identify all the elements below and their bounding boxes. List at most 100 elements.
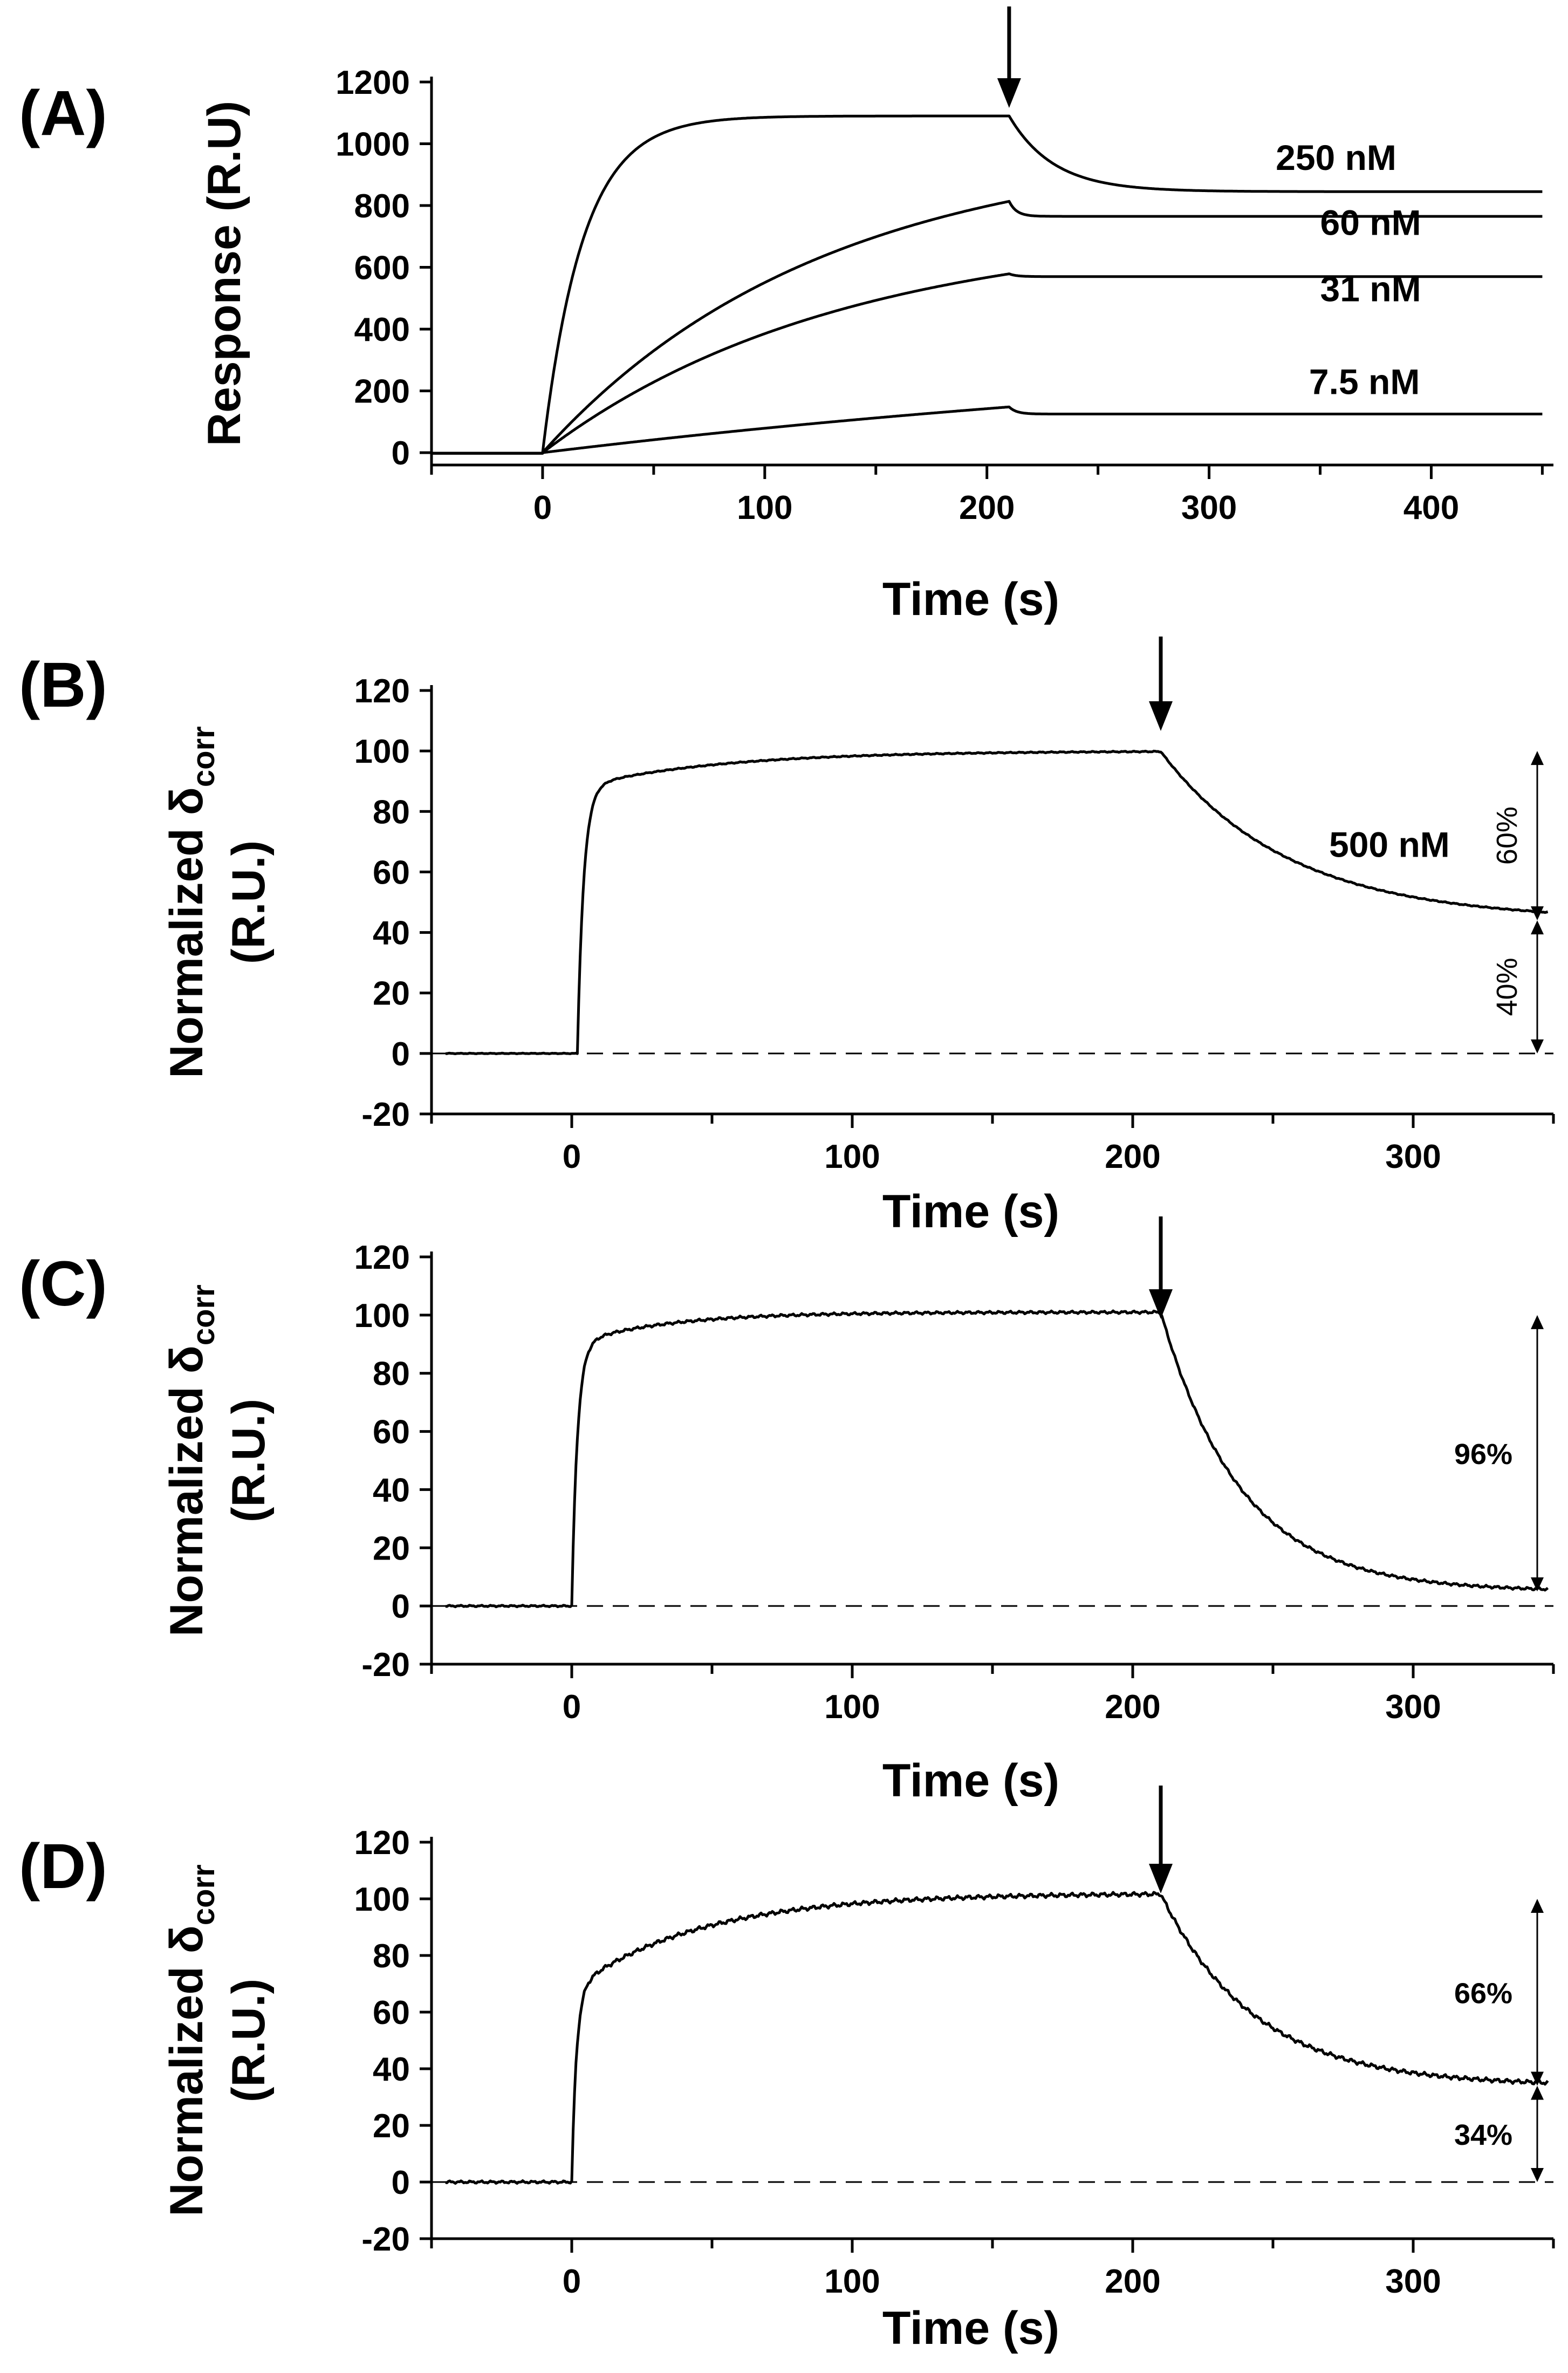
y-axis-title-main: Normalized δ (161, 1345, 213, 1637)
arrow-down-icon (1531, 2168, 1544, 2182)
x-tick-label: 100 (824, 1138, 880, 1175)
y-tick-label: 60 (373, 854, 410, 891)
arrow-up-icon (1531, 1315, 1544, 1329)
x-tick-label: 300 (1385, 1688, 1441, 1726)
y-axis-title: Normalized δcorr (161, 1284, 221, 1636)
percent-label: 40% (1491, 958, 1523, 1016)
y-tick-label: -20 (361, 1646, 410, 1684)
y-tick-label: 120 (354, 1239, 410, 1276)
y-tick-label: 200 (354, 373, 410, 411)
y-axis-title-main: Normalized δ (161, 1925, 213, 2217)
x-tick-label: 200 (1105, 1138, 1160, 1175)
x-tick-label: 100 (737, 489, 792, 526)
x-tick-label: 0 (563, 2263, 581, 2300)
y-axis-title: Response (R.U) (198, 101, 250, 446)
arrow-down-icon (1531, 906, 1544, 921)
y-tick-label: 20 (373, 2108, 410, 2145)
y-tick-label: 800 (354, 188, 410, 225)
x-axis-title: Time (s) (882, 1186, 1059, 1237)
series-line-1 (445, 749, 1549, 1055)
panel-d: (D) -20 0 20 40 60 80 100 120 0 100 200 300 Time (s) N… (19, 1786, 1555, 2354)
series-label: 31 nM (1320, 269, 1421, 309)
y-tick-label: 40 (373, 1472, 410, 1509)
x-tick-label: 0 (563, 1138, 581, 1175)
panel-label: (C) (19, 1248, 107, 1319)
x-tick-label: 0 (533, 489, 552, 526)
y-axis-title-main: Normalized δ (161, 787, 213, 1078)
y-tick-label: 20 (373, 975, 410, 1013)
y-tick-label: 60 (373, 1994, 410, 2032)
arrow-head-icon (1149, 701, 1173, 731)
y-tick-label: 100 (354, 733, 410, 770)
percent-label: 34% (1454, 2119, 1512, 2151)
y-tick-label: 40 (373, 2051, 410, 2088)
y-tick-label: 1000 (335, 126, 410, 163)
series-line-4 (431, 405, 1543, 455)
x-tick-label: 0 (563, 1688, 581, 1726)
series-label: 60 nM (1320, 202, 1421, 242)
arrow-down-icon (1531, 2071, 1544, 2086)
arrow-up-icon (1531, 1899, 1544, 1913)
x-tick-label: 300 (1385, 1138, 1441, 1175)
y-tick-label: 0 (392, 435, 410, 472)
y-tick-label: 120 (354, 673, 410, 710)
y-tick-label: 100 (354, 1297, 410, 1335)
series-line-1 (445, 1891, 1549, 2185)
y-axis-unit: (R.U.) (223, 1979, 275, 2102)
percent-label: 66% (1454, 1977, 1512, 2009)
x-tick-label: 300 (1181, 489, 1237, 526)
y-axis-title: Normalized δcorr (161, 726, 221, 1078)
x-axis-title: Time (s) (882, 1755, 1059, 1807)
x-tick-label: 200 (1105, 2263, 1160, 2300)
y-axis-title: Normalized δcorr (161, 1864, 221, 2216)
y-tick-label: -20 (361, 2221, 410, 2258)
arrow-up-icon (1531, 920, 1544, 935)
arrow-up-icon (1531, 2085, 1544, 2100)
y-tick-label: -20 (361, 1096, 410, 1133)
arrow-down-icon (1531, 1577, 1544, 1592)
y-tick-label: 20 (373, 1530, 410, 1567)
x-axis-title: Time (s) (882, 2302, 1059, 2354)
panel-c: (C) -20 0 20 40 60 80 100 120 0 100 200 300 Time (s) N… (19, 1216, 1555, 1807)
arrow-head-icon (1149, 1864, 1173, 1893)
y-tick-label: 400 (354, 311, 410, 348)
series-line-2 (431, 200, 1543, 455)
panel-b: (B) -20 0 20 40 60 80 100 120 0 100 200 300 Time (s) N… (19, 637, 1555, 1237)
y-axis-title-subscript: corr (186, 726, 221, 787)
y-tick-label: 80 (373, 794, 410, 831)
y-tick-label: 0 (392, 2164, 410, 2201)
series-label: 250 nM (1276, 138, 1396, 177)
y-axis-unit: (R.U.) (223, 1399, 275, 1522)
x-tick-label: 400 (1403, 489, 1459, 526)
series-line-1 (445, 1309, 1549, 1609)
percent-label: 60% (1491, 806, 1523, 865)
panel-label: (A) (19, 78, 107, 149)
y-tick-label: 600 (354, 250, 410, 287)
y-tick-label: 120 (354, 1824, 410, 1862)
arrow-head-icon (1149, 1289, 1173, 1319)
arrow-head-icon (997, 78, 1021, 108)
x-tick-label: 300 (1385, 2263, 1441, 2300)
y-tick-label: 80 (373, 1356, 410, 1393)
y-tick-label: 100 (354, 1881, 410, 1918)
y-tick-label: 60 (373, 1414, 410, 1451)
panel-label: (D) (19, 1831, 107, 1902)
y-axis-title-subscript: corr (186, 1284, 221, 1345)
panel-a: (A) 0 200 400 600 800 1000 1200 0 100 200 300 400 Tim… (19, 6, 1553, 625)
arrow-down-icon (1531, 1039, 1544, 1054)
series-line-1 (431, 114, 1543, 455)
y-tick-label: 0 (392, 1036, 410, 1073)
panel-label: (B) (19, 649, 107, 721)
y-tick-label: 1200 (335, 64, 410, 101)
arrow-up-icon (1531, 751, 1544, 765)
x-tick-label: 100 (824, 2263, 880, 2300)
series-line-3 (431, 272, 1543, 455)
series-label: 500 nM (1329, 824, 1450, 864)
x-tick-label: 200 (1105, 1688, 1160, 1726)
y-axis-unit: (R.U.) (223, 840, 275, 964)
x-axis-title: Time (s) (882, 573, 1059, 625)
y-tick-label: 40 (373, 915, 410, 952)
y-axis-title-subscript: corr (186, 1864, 221, 1925)
percent-label: 96% (1454, 1438, 1512, 1471)
